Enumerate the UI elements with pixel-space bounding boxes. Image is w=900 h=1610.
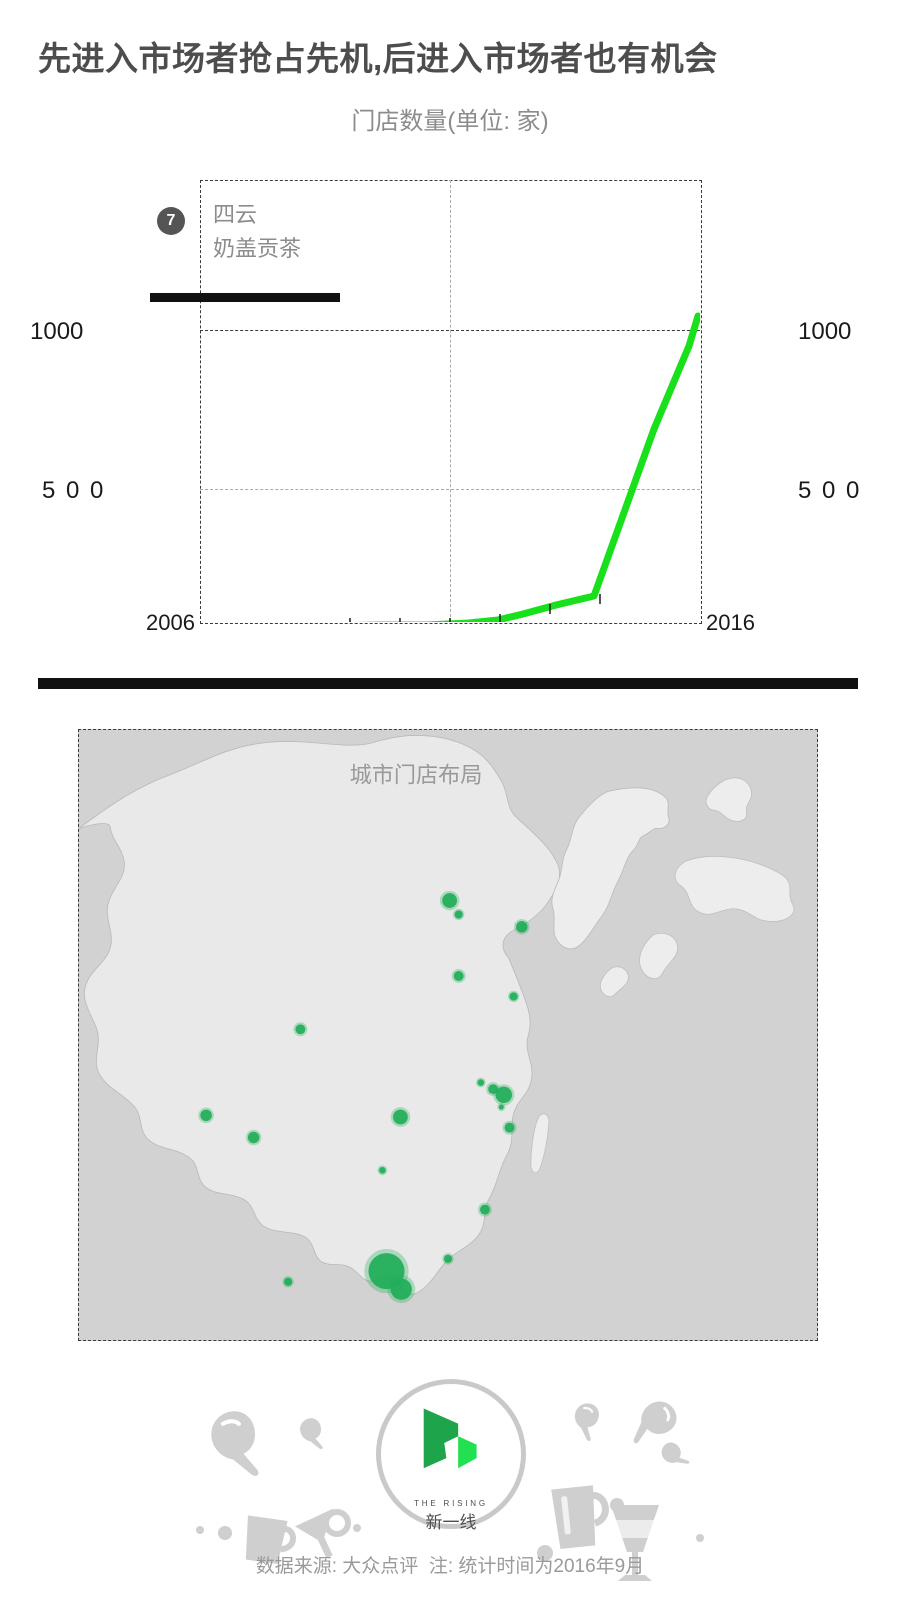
- svg-text:新一线: 新一线: [426, 1513, 477, 1532]
- svg-text:THE RISING: THE RISING: [414, 1499, 488, 1508]
- svg-text:城市门店布局: 城市门店布局: [350, 762, 483, 787]
